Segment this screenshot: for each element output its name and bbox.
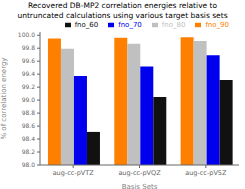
html-text:Recovered DB-MP2 correlation e: Recovered DB-MP2 correlation energies re… bbox=[27, 1, 218, 10]
svg-text:99.2: 99.2 bbox=[22, 83, 36, 90]
svg-text:99.6: 99.6 bbox=[22, 57, 36, 64]
svg-text:% of correlation energy: % of correlation energy bbox=[0, 57, 8, 139]
svg-text:98.4: 98.4 bbox=[22, 135, 36, 142]
svg-text:99.0: 99.0 bbox=[22, 96, 36, 103]
html-text:untruncated calculations using: untruncated calculations using various t… bbox=[17, 10, 228, 20]
html-text:fno_90: fno_90 bbox=[205, 21, 229, 29]
html-text:fno_80: fno_80 bbox=[161, 21, 186, 29]
svg-text:aug-cc-pV5Z: aug-cc-pV5Z bbox=[185, 169, 227, 177]
svg-text:Basis Sets: Basis Sets bbox=[122, 183, 158, 189]
svg-text:aug-cc-pVTZ: aug-cc-pVTZ bbox=[53, 169, 95, 177]
svg-text:99.8: 99.8 bbox=[22, 44, 36, 51]
svg-text:100.0: 100.0 bbox=[18, 31, 35, 38]
svg-text:98.2: 98.2 bbox=[22, 148, 36, 155]
svg-text:99.4: 99.4 bbox=[22, 70, 36, 77]
html-text:fno_60: fno_60 bbox=[74, 21, 99, 29]
svg-text:98.8: 98.8 bbox=[22, 109, 36, 116]
svg-text:aug-cc-pVQZ: aug-cc-pVQZ bbox=[118, 169, 161, 177]
svg-text:98.6: 98.6 bbox=[22, 122, 36, 129]
html-text:fno_70: fno_70 bbox=[118, 21, 142, 29]
svg-text:98.0: 98.0 bbox=[22, 161, 36, 168]
